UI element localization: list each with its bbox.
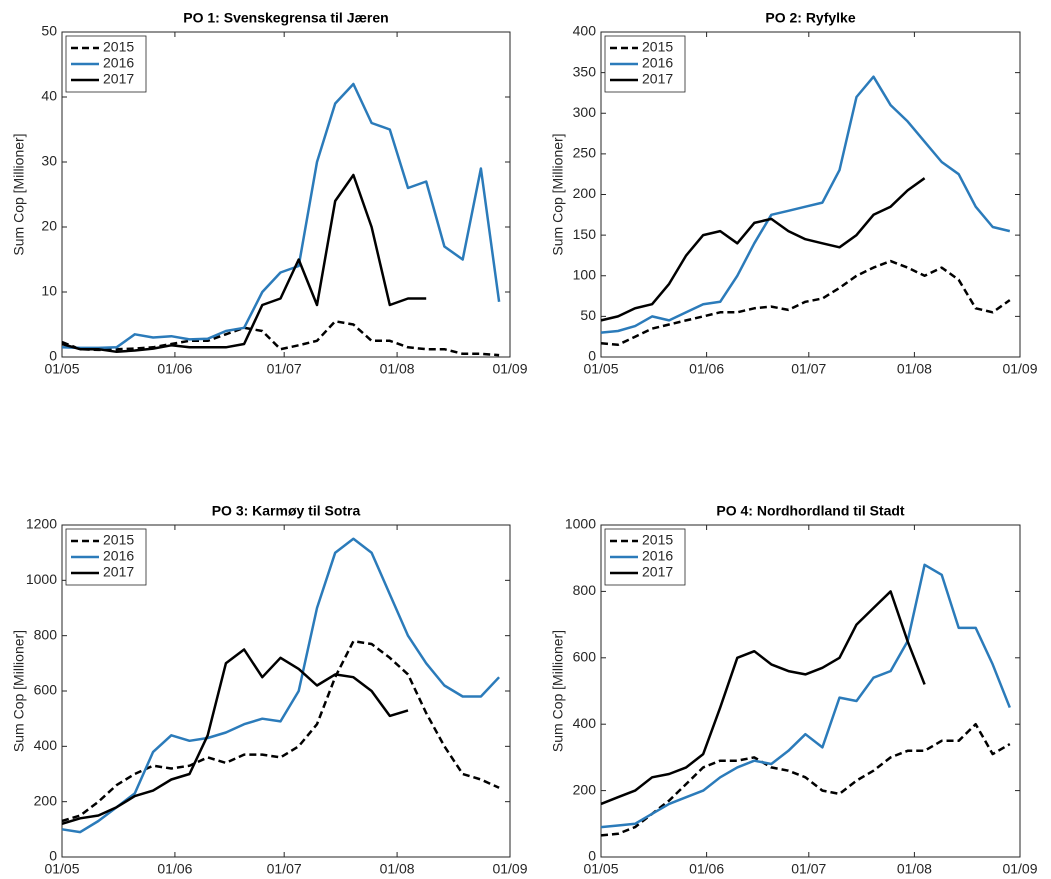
data-line: [600, 177, 926, 322]
x-tick-label: 01/07: [267, 861, 302, 877]
y-tick-label: 20: [41, 218, 57, 234]
chart-title: PO 1: Svenskegrensa til Jæren: [183, 10, 388, 26]
y-tick-label: 30: [41, 153, 57, 169]
x-tick-label: 01/07: [791, 861, 826, 877]
x-tick-label: 01/06: [689, 861, 724, 877]
legend-label: 2016: [103, 55, 134, 71]
subplot: PO 1: Svenskegrensa til Jæren Sum Cop [Mi…: [11, 10, 528, 377]
x-tick-label: 01/09: [1002, 361, 1037, 377]
x-tick-label: 01/09: [492, 861, 527, 877]
y-tick-label: 40: [41, 88, 57, 104]
y-tick-label: 300: [573, 104, 597, 120]
data-line: [600, 590, 926, 806]
y-axis-label: Sum Cop [Millioner]: [550, 630, 566, 752]
x-tick-label: 01/09: [492, 361, 527, 377]
subplot: PO 3: Karmøy til Sotra Sum Cop [Millioner…: [11, 503, 528, 877]
chart-title: PO 2: Ryfylke: [765, 10, 855, 26]
data-line: [600, 259, 1011, 347]
y-tick-label: 0: [49, 848, 57, 864]
y-tick-label: 1000: [26, 571, 57, 587]
x-tick-label: 01/06: [157, 361, 192, 377]
data-line: [61, 648, 409, 825]
legend-label: 2016: [103, 548, 134, 564]
legend-label: 2017: [642, 564, 673, 580]
legend-label: 2016: [642, 55, 673, 71]
chart-title: PO 3: Karmøy til Sotra: [212, 503, 361, 519]
y-tick-label: 800: [573, 582, 597, 598]
y-tick-label: 400: [34, 737, 58, 753]
legend-label: 2017: [103, 564, 134, 580]
x-tick-label: 01/06: [157, 861, 192, 877]
legend-label: 2015: [642, 532, 673, 548]
data-line: [600, 563, 1011, 829]
y-axis-label: Sum Cop [Millioner]: [11, 630, 27, 752]
x-tick-label: 01/05: [583, 361, 618, 377]
y-tick-label: 200: [573, 781, 597, 797]
x-tick-label: 01/08: [380, 361, 415, 377]
chart-title: PO 4: Nordhordland til Stadt: [716, 503, 905, 519]
y-tick-label: 50: [580, 307, 596, 323]
data-line: [61, 537, 501, 834]
y-tick-label: 250: [573, 145, 597, 161]
data-line: [61, 173, 427, 354]
y-tick-label: 600: [34, 682, 58, 698]
y-tick-label: 1200: [26, 516, 57, 532]
legend-label: 2017: [103, 71, 134, 87]
data-line: [61, 82, 501, 350]
y-tick-label: 10: [41, 283, 57, 299]
y-tick-label: 1000: [565, 516, 596, 532]
y-tick-label: 400: [573, 715, 597, 731]
y-tick-label: 350: [573, 63, 597, 79]
y-tick-label: 0: [588, 348, 596, 364]
legend-label: 2017: [642, 71, 673, 87]
legend-label: 2015: [103, 532, 134, 548]
legend-label: 2015: [642, 39, 673, 55]
y-tick-label: 50: [41, 23, 57, 39]
x-tick-label: 01/08: [380, 861, 415, 877]
subplot: PO 2: Ryfylke Sum Cop [Millioner] 0 50 100 15…: [550, 10, 1038, 377]
y-axis-label: Sum Cop [Millioner]: [11, 133, 27, 255]
x-tick-label: 01/09: [1002, 861, 1037, 877]
y-tick-label: 100: [573, 266, 597, 282]
subplot: PO 4: Nordhordland til Stadt Sum Cop [Mil…: [550, 503, 1038, 877]
data-line: [600, 722, 1011, 837]
x-tick-label: 01/07: [791, 361, 826, 377]
x-tick-label: 01/08: [897, 361, 932, 377]
y-tick-label: 400: [573, 23, 597, 39]
x-tick-label: 01/07: [267, 361, 302, 377]
y-tick-label: 0: [49, 348, 57, 364]
y-axis-label: Sum Cop [Millioner]: [550, 133, 566, 255]
x-tick-label: 01/08: [897, 861, 932, 877]
x-tick-label: 01/05: [583, 861, 618, 877]
x-tick-label: 01/05: [44, 861, 79, 877]
y-tick-label: 200: [34, 792, 58, 808]
y-tick-label: 800: [34, 626, 58, 642]
data-line: [600, 75, 1011, 334]
x-tick-label: 01/05: [44, 361, 79, 377]
y-tick-label: 150: [573, 226, 597, 242]
y-tick-label: 600: [573, 649, 597, 665]
y-tick-label: 200: [573, 185, 597, 201]
x-tick-label: 01/06: [689, 361, 724, 377]
y-tick-label: 0: [588, 848, 596, 864]
legend-label: 2015: [103, 39, 134, 55]
data-line: [61, 639, 500, 823]
legend-label: 2016: [642, 548, 673, 564]
